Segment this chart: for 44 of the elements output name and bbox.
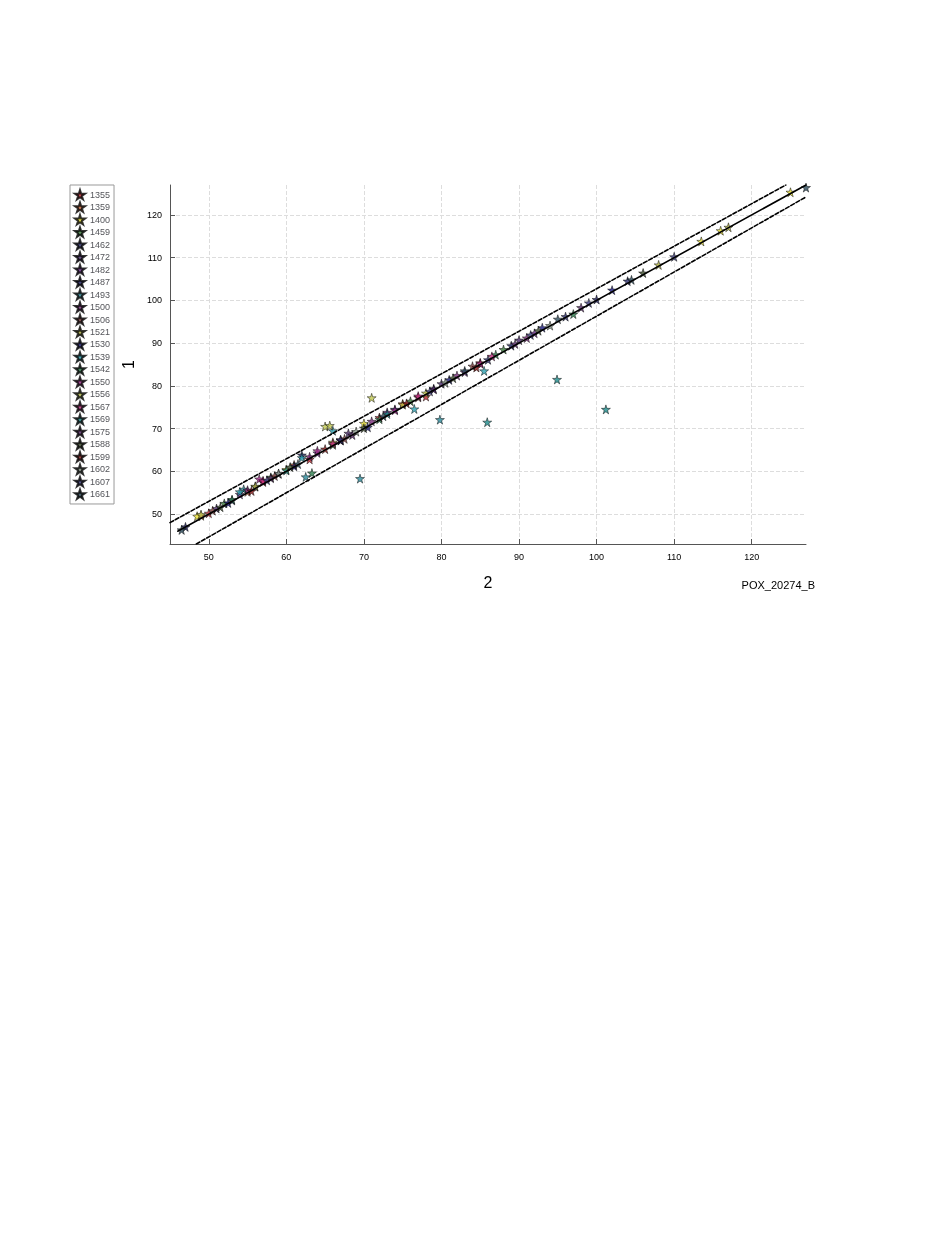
legend-label: 1462 (90, 239, 111, 250)
legend-label: 1602 (90, 464, 111, 475)
y-tick-label: 120 (146, 209, 162, 220)
x-tick-label: 120 (744, 551, 760, 562)
legend-label: 1459 (90, 227, 111, 238)
x-tick-label: 90 (514, 551, 525, 562)
legend-label: 1487 (90, 277, 111, 288)
y-tick-label: 70 (151, 423, 162, 434)
legend-label: 1569 (90, 414, 111, 425)
x-tick-label: 60 (281, 551, 292, 562)
legend-label: 1575 (90, 426, 111, 437)
legend-label: 1359 (90, 202, 111, 213)
y-tick-label: 100 (146, 295, 162, 306)
x-tick-label: 80 (436, 551, 447, 562)
x-tick-label: 50 (203, 551, 214, 562)
legend-label: 1661 (90, 489, 111, 500)
y-tick-label: 60 (151, 466, 162, 477)
legend-label: 1530 (90, 339, 111, 350)
legend-label: 1482 (90, 264, 111, 275)
legend-label: 1588 (90, 439, 111, 450)
x-tick-label: 110 (666, 551, 682, 562)
x-axis-title: 2 (483, 573, 493, 591)
legend-label: 1493 (90, 289, 111, 300)
legend-label: 1506 (90, 314, 111, 325)
text: POX_20274_B (741, 578, 815, 591)
legend-label: 1607 (90, 476, 111, 487)
legend-label: 1355 (90, 189, 111, 200)
y-tick-label: 90 (151, 338, 162, 349)
legend-label: 1599 (90, 451, 111, 462)
legend-label: 1542 (90, 364, 111, 375)
legend-label: 1472 (90, 252, 111, 263)
legend-label: 1500 (90, 302, 111, 313)
x-tick-label: 70 (358, 551, 369, 562)
y-tick-label: 80 (151, 380, 162, 391)
y-tick-label: 50 (151, 509, 162, 520)
legend-label: 1539 (90, 351, 111, 362)
y-axis-title: 1 (119, 359, 137, 369)
x-tick-label: 100 (589, 551, 605, 562)
legend-label: 1567 (90, 401, 111, 412)
y-tick-label: 110 (147, 252, 162, 263)
legend-label: 1400 (90, 214, 111, 225)
legend-label: 1550 (90, 376, 111, 387)
legend-label: 1556 (90, 389, 111, 400)
legend-label: 1521 (90, 327, 111, 338)
